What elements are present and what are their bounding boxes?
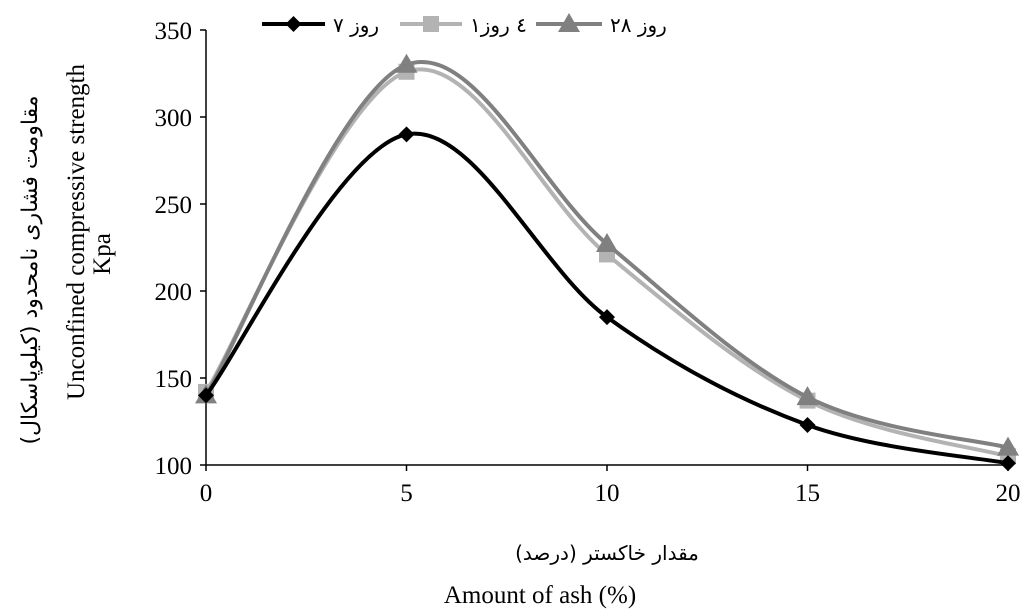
data-point-marker [796,386,819,406]
y-tick-label: 350 [155,18,193,45]
y-axis-label-farsi: مقاومت فشاری نامحدود (کیلوپاسکال) [18,95,43,444]
legend: ۷ روز ۱٤ روز ۲۸ روز [262,13,667,37]
series-line [204,67,1009,459]
legend-marker [558,13,580,32]
y-tick-label: 250 [155,192,193,219]
axes: 100 150 200 250 300 350 0 5 10 15 20 [155,18,1021,507]
x-tick-label: 15 [795,480,820,507]
legend-label: ۷ روز [333,13,379,37]
x-axis-label-english: Amount of ash (%) [444,582,636,609]
data-point-marker [599,309,615,326]
y-tick-label: 150 [155,366,193,393]
legend-marker [285,16,302,32]
x-tick-label: 20 [996,480,1021,507]
x-tick-label: 0 [200,480,213,507]
legend-marker [423,16,439,32]
legend-label: ۲۸ روز [610,13,667,37]
data-point-marker [198,387,214,404]
series-3 [195,53,1019,456]
data-point-marker [395,53,418,73]
series-line [204,60,1009,450]
data-point-marker [596,233,618,253]
series-line [204,131,1009,466]
x-axis-label-farsi: مقدار خاکستر (درصد) [515,541,699,565]
data-point-marker [398,126,415,143]
y-tick-label: 100 [155,453,193,480]
legend-item: ۱٤ روز [400,13,527,37]
data-point-marker [799,416,816,433]
legend-item: ۷ روز [262,13,379,37]
y-axis-label-english: Unconfined compressive strength [63,63,90,400]
legend-label: ۱٤ روز [470,13,527,37]
legend-item: ۲۸ روز [536,13,667,37]
x-tick-label: 10 [595,480,620,507]
y-axis-unit-label: Kpa [89,233,116,275]
data-point-marker [1000,455,1016,472]
series-1 [198,126,1016,472]
y-tick-label: 300 [155,105,193,132]
data-point-marker [997,436,1019,456]
y-tick-label: 200 [155,279,193,306]
series-layer [195,53,1019,472]
series-2 [198,63,1016,465]
x-tick-label: 5 [400,480,413,507]
